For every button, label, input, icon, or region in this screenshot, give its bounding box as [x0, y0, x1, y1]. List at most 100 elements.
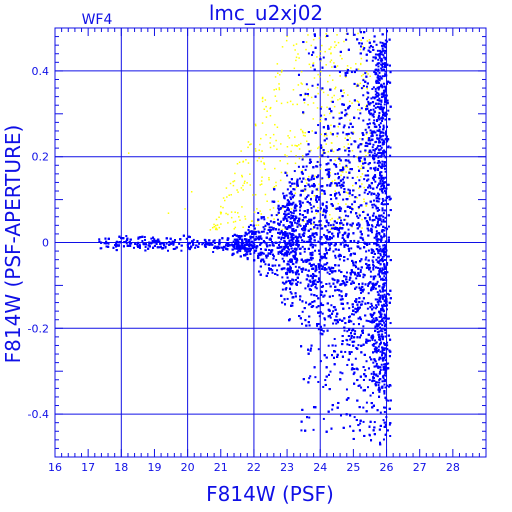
data-point-primary	[246, 253, 249, 256]
data-point-primary	[363, 191, 366, 194]
data-point-secondary	[338, 112, 341, 114]
data-point-primary	[274, 264, 277, 267]
data-point-secondary	[298, 57, 300, 59]
data-point-primary	[282, 192, 285, 195]
data-point-primary	[223, 245, 226, 248]
data-point-secondary	[303, 190, 306, 192]
data-point-primary	[317, 380, 320, 383]
data-point-secondary	[261, 150, 263, 152]
data-point-secondary	[312, 102, 315, 104]
data-point-secondary	[316, 56, 318, 58]
data-point-secondary	[318, 37, 321, 39]
data-point-primary	[352, 252, 355, 255]
data-point-primary	[356, 241, 359, 244]
data-point-primary	[362, 325, 365, 328]
data-point-primary	[351, 305, 354, 308]
data-point-primary	[310, 176, 313, 179]
data-point-primary	[342, 223, 345, 226]
data-point-primary	[357, 267, 360, 270]
data-point-secondary	[343, 146, 345, 148]
data-point-primary	[167, 249, 170, 252]
data-point-primary	[327, 242, 330, 245]
data-point-primary	[369, 108, 372, 111]
data-point-primary	[253, 243, 256, 246]
data-point-primary	[299, 224, 302, 227]
data-point-primary	[367, 320, 370, 323]
data-point-secondary	[230, 211, 233, 213]
data-point-secondary	[263, 162, 265, 164]
data-point-primary	[312, 183, 315, 186]
data-point-secondary	[286, 172, 288, 174]
data-point-secondary	[349, 119, 351, 121]
data-point-primary	[328, 282, 331, 285]
data-point-secondary	[317, 206, 319, 209]
data-point-primary	[295, 247, 298, 250]
data-point-primary	[282, 232, 285, 235]
data-point-secondary	[232, 180, 234, 183]
data-point-primary	[373, 119, 376, 122]
data-point-primary	[314, 95, 317, 98]
data-point-secondary	[351, 206, 353, 209]
data-point-primary	[332, 227, 335, 230]
data-point-primary	[290, 198, 293, 201]
data-point-primary	[334, 173, 337, 176]
data-point-secondary	[240, 187, 243, 189]
data-point-primary	[376, 240, 379, 243]
data-point-secondary	[331, 96, 333, 99]
data-point-primary	[387, 362, 390, 365]
data-point-primary	[345, 275, 348, 278]
data-point-primary	[308, 150, 311, 153]
data-point-primary	[350, 351, 353, 354]
data-point-secondary	[322, 150, 325, 153]
data-point-secondary	[319, 120, 322, 122]
data-point-secondary	[356, 176, 359, 178]
data-point-primary	[344, 284, 347, 287]
data-point-primary	[359, 316, 362, 319]
data-point-primary	[357, 216, 360, 219]
data-point-primary	[295, 248, 298, 251]
data-point-primary	[367, 292, 370, 295]
data-point-secondary	[350, 67, 352, 69]
data-point-primary	[346, 236, 349, 239]
data-point-secondary	[365, 205, 367, 207]
data-point-secondary	[331, 217, 333, 220]
data-point-primary	[364, 128, 367, 131]
data-point-primary	[365, 53, 368, 56]
data-point-primary	[288, 242, 291, 245]
data-point-primary	[301, 228, 304, 231]
data-point-secondary	[303, 220, 305, 222]
data-point-primary	[194, 246, 197, 249]
data-point-secondary	[281, 228, 284, 231]
data-point-primary	[385, 113, 388, 116]
data-point-primary	[326, 229, 329, 232]
data-point-primary	[314, 198, 317, 201]
data-point-primary	[303, 232, 306, 235]
data-point-primary	[366, 192, 369, 195]
data-point-primary	[218, 238, 221, 241]
data-point-primary	[375, 304, 378, 307]
data-point-primary	[290, 211, 293, 214]
data-point-primary	[128, 240, 131, 243]
data-point-primary	[281, 281, 284, 284]
data-point-primary	[365, 256, 368, 259]
data-point-primary	[362, 48, 365, 51]
data-point-secondary	[295, 56, 298, 59]
data-point-secondary	[315, 212, 318, 215]
data-point-primary	[317, 348, 320, 351]
data-point-primary	[191, 240, 194, 243]
data-point-primary	[370, 304, 373, 307]
data-point-primary	[125, 242, 128, 245]
data-point-secondary	[323, 135, 326, 137]
data-point-primary	[281, 253, 284, 256]
data-point-primary	[249, 224, 252, 227]
data-point-secondary	[327, 80, 329, 83]
data-point-secondary	[254, 148, 257, 150]
data-point-primary	[153, 238, 156, 241]
data-point-primary	[247, 247, 250, 250]
data-point-secondary	[335, 44, 337, 47]
data-point-primary	[311, 251, 314, 254]
data-point-primary	[333, 279, 336, 282]
data-point-primary	[385, 94, 388, 97]
data-point-primary	[318, 196, 321, 199]
data-point-secondary	[360, 39, 362, 42]
